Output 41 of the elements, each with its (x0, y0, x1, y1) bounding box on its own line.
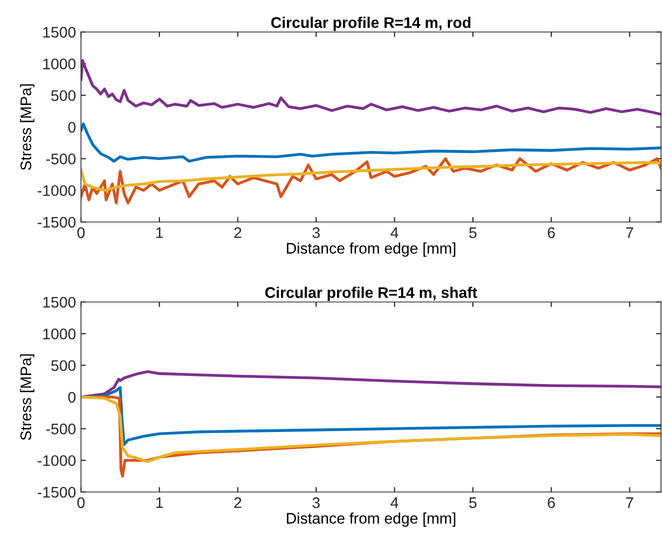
x-tick-label: 0 (77, 497, 85, 508)
y-tick-label: -500 (46, 424, 76, 434)
y-axis-title: Stress [MPa] (20, 84, 34, 170)
y-tick-label: -1500 (38, 216, 76, 228)
y-tick-label: 0 (68, 392, 76, 403)
x-tick-label: 7 (626, 497, 634, 508)
x-tick-label: 4 (390, 497, 398, 508)
y-axis-title: Stress [MPa] (20, 354, 34, 440)
line-series (81, 396, 661, 463)
x-tick-label: 1 (156, 497, 163, 508)
x-axis-title: Distance from edge [mm] (286, 242, 456, 257)
x-tick-label: 5 (469, 227, 476, 238)
x-tick-label: 3 (312, 497, 320, 508)
y-tick-label: 1500 (43, 26, 76, 38)
line-series (81, 122, 661, 163)
x-tick-label: 4 (390, 227, 398, 238)
x-tick-label: 6 (548, 497, 555, 508)
y-tick-label: 1500 (43, 296, 76, 308)
y-tick-label: 1000 (43, 58, 76, 70)
x-tick-label: 2 (234, 497, 242, 508)
y-tick-label: 0 (68, 122, 76, 133)
y-tick-label: -1000 (38, 185, 76, 196)
x-tick-label: 3 (312, 227, 320, 238)
x-tick-label: 7 (626, 227, 634, 238)
x-tick-label: 6 (548, 227, 555, 238)
x-tick-label: 1 (156, 227, 163, 238)
x-axis-title: Distance from edge [mm] (286, 512, 456, 527)
y-tick-label: -500 (46, 154, 76, 164)
y-tick-label: 500 (51, 90, 76, 102)
line-series (81, 59, 661, 116)
chart-title: Circular profile R=14 m, shaft (265, 286, 478, 302)
y-tick-label: 1000 (43, 328, 76, 340)
line-series (81, 161, 661, 192)
x-tick-label: 2 (234, 227, 242, 238)
line-series (81, 370, 661, 398)
chart-title: Circular profile R=14 m, rod (271, 16, 470, 32)
y-tick-label: -1000 (38, 455, 76, 466)
x-tick-label: 5 (469, 497, 476, 508)
x-tick-label: 0 (77, 227, 85, 238)
y-tick-label: -1500 (38, 486, 76, 498)
y-tick-label: 500 (51, 360, 76, 372)
